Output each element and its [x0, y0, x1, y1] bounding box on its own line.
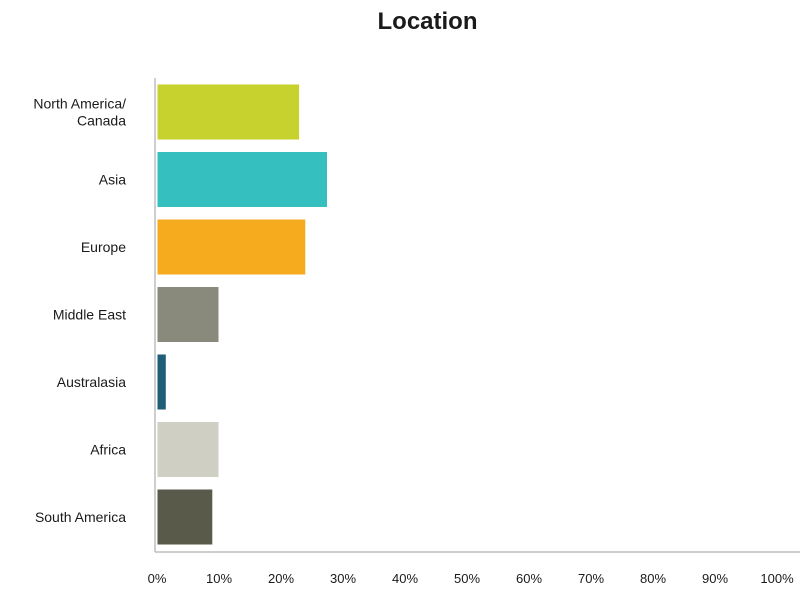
bar-5 — [156, 421, 220, 478]
category-label-5: Africa — [90, 442, 126, 458]
x-tick-label-2: 20% — [268, 571, 294, 586]
x-tick-label-7: 70% — [578, 571, 604, 586]
chart-title: Location — [377, 8, 478, 35]
x-tick-label-5: 50% — [454, 571, 480, 586]
bar-1 — [156, 151, 328, 208]
x-tick-label-8: 80% — [640, 571, 666, 586]
category-label-4: Australasia — [57, 374, 126, 390]
bar-2 — [156, 218, 307, 276]
category-label-6: South America — [35, 509, 126, 525]
bar-4 — [156, 353, 167, 411]
x-tick-label-9: 90% — [702, 571, 728, 586]
category-label-1: Asia — [99, 172, 126, 188]
x-tick-label-10: 100% — [760, 571, 794, 586]
x-tick-label-6: 60% — [516, 571, 542, 586]
x-tick-label-4: 40% — [392, 571, 418, 586]
category-label-2: Europe — [81, 239, 126, 255]
x-tick-label-1: 10% — [206, 571, 232, 586]
bar-6 — [156, 488, 214, 546]
bar-0 — [156, 83, 301, 141]
x-tick-label-3: 30% — [330, 571, 356, 586]
bar-3 — [156, 286, 220, 343]
x-tick-label-0: 0% — [148, 571, 167, 586]
category-label-0: North America/Canada — [33, 96, 126, 129]
category-label-3: Middle East — [53, 307, 126, 323]
